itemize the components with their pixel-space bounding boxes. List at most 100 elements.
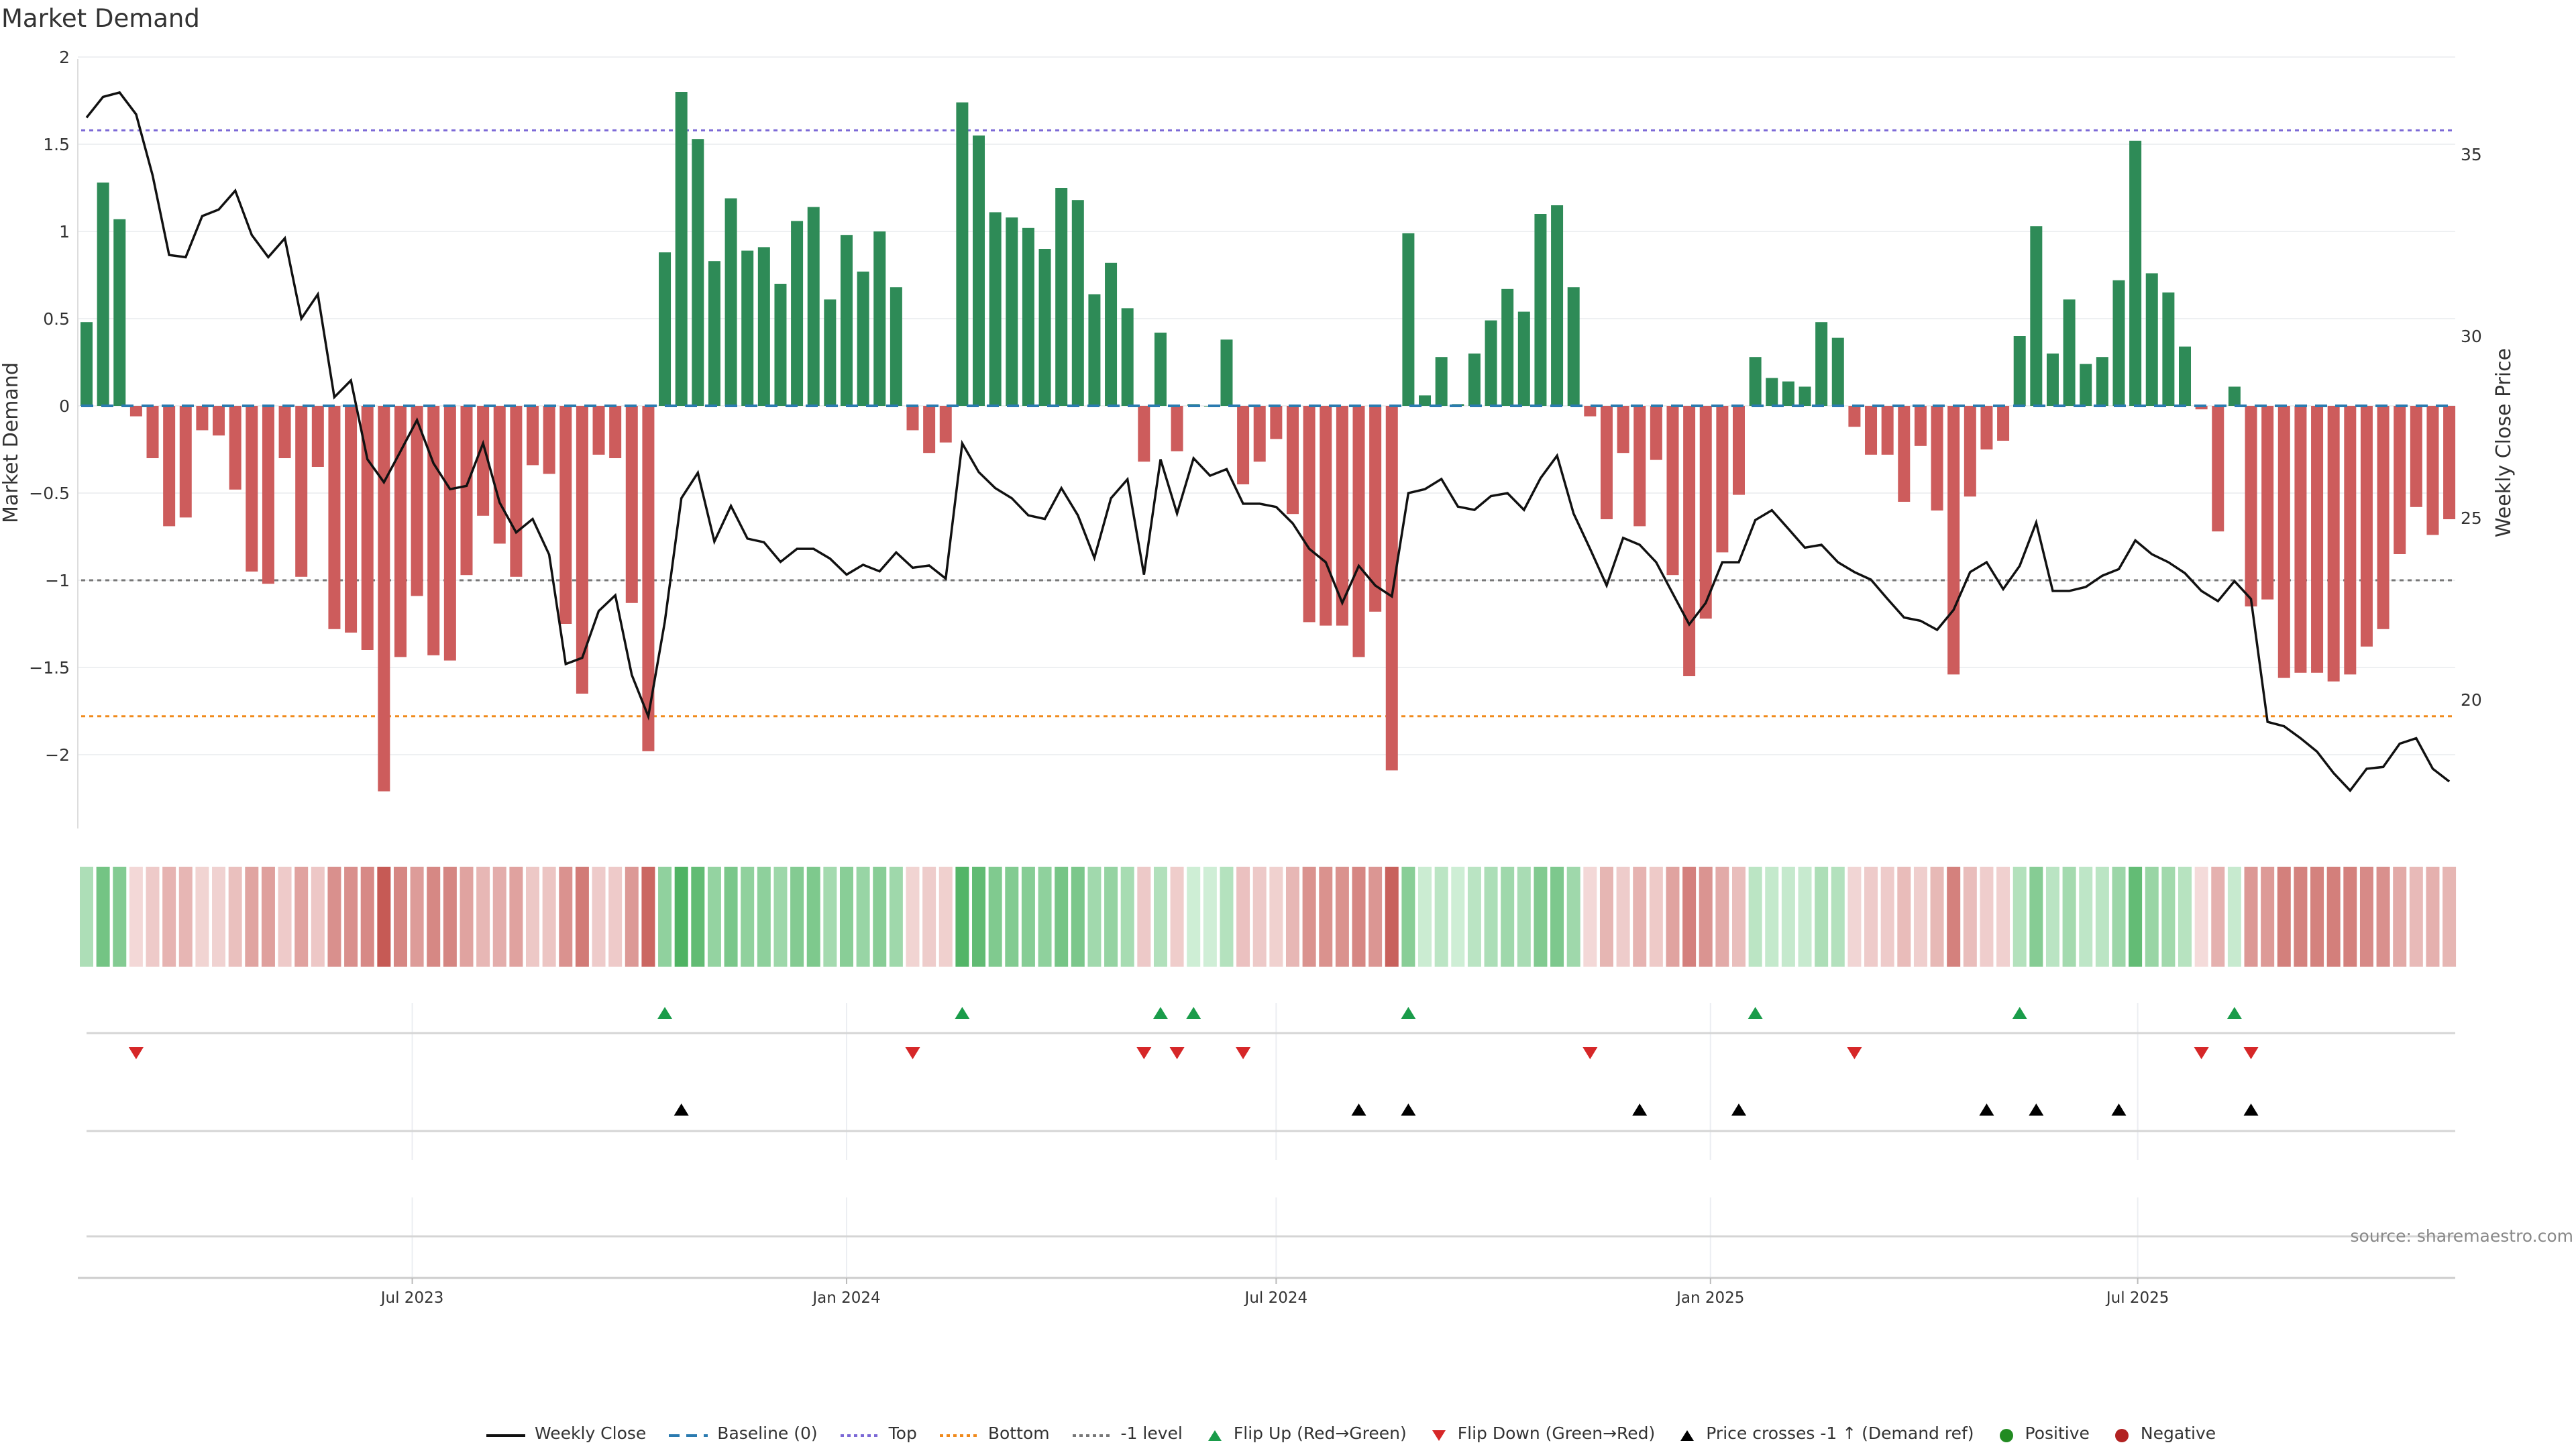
heat-cell: [1187, 867, 1201, 967]
heat-cell: [212, 867, 226, 967]
heat-cell: [311, 867, 325, 967]
heat-cell: [1980, 867, 1994, 967]
positive-bar: [1782, 381, 1794, 406]
negative-bar: [1385, 406, 1398, 771]
heat-cell: [2227, 867, 2241, 967]
negative-bar: [163, 406, 176, 527]
heat-cell: [1368, 867, 1383, 967]
legend-dot-icon: [1072, 1427, 1112, 1440]
heat-cell: [80, 867, 93, 967]
heat-cell: [1352, 867, 1366, 967]
heat-cell: [1252, 867, 1267, 967]
negative-bar: [510, 406, 523, 577]
heat-cell: [1633, 867, 1647, 967]
heat-cell: [1913, 867, 1927, 967]
flip-down-marker: [128, 1047, 144, 1059]
heat-cell: [873, 867, 887, 967]
heat-cell: [1236, 867, 1250, 967]
left-tick-label: 0.5: [43, 309, 70, 329]
heat-cell: [1930, 867, 1944, 967]
legend-label: Positive: [2025, 1424, 2090, 1443]
negative-bar: [411, 406, 423, 596]
x-tick-label: Jan 2025: [1675, 1289, 1744, 1307]
negative-bar: [1633, 406, 1646, 527]
negative-bar: [576, 406, 588, 694]
negative-bar: [939, 406, 952, 443]
positive-bar: [890, 287, 902, 406]
negative-bar: [1286, 406, 1299, 515]
negative-bar: [328, 406, 341, 629]
negative-bar: [1733, 406, 1745, 495]
heat-cell: [2443, 867, 2457, 967]
heat-cell: [2194, 867, 2208, 967]
heat-cell: [294, 867, 309, 967]
heat-cell: [1815, 867, 1829, 967]
positive-bar: [1831, 337, 1844, 406]
negative-bar: [1931, 406, 1943, 511]
negative-bar: [460, 406, 473, 576]
negative-bar: [213, 406, 225, 436]
legend-label: Weekly Close: [535, 1424, 647, 1443]
negative-bar: [2327, 406, 2340, 682]
legend-tri-up-icon: [1205, 1427, 1224, 1441]
legend: Weekly Close Baseline (0) Top Bottom -1 leve…: [486, 1424, 2239, 1443]
heat-cell: [1071, 867, 1085, 967]
demand-heat-strip: [80, 867, 2457, 967]
heat-cell: [1715, 867, 1729, 967]
heat-cell: [2426, 867, 2440, 967]
negative-bar: [1964, 406, 1976, 497]
heat-cell: [1947, 867, 1961, 967]
negative-bar: [1171, 406, 1183, 451]
heat-cell: [492, 867, 506, 967]
legend-dot-icon: [939, 1427, 979, 1440]
positive-bar: [659, 252, 672, 406]
heat-cell: [1203, 867, 1217, 967]
legend-label: Flip Up (Red→Green): [1233, 1424, 1407, 1443]
source-label: source: sharemaestro.com: [2351, 1226, 2574, 1246]
heat-cell: [1319, 867, 1333, 967]
heat-cell: [2310, 867, 2324, 967]
reference-lines: [81, 129, 2455, 718]
negative-bar: [2410, 406, 2422, 507]
heat-cell: [2079, 867, 2093, 967]
heat-cell: [1038, 867, 1052, 967]
price-cross-marker: [1401, 1104, 1416, 1116]
positive-bar: [80, 322, 93, 406]
heat-cell: [1996, 867, 2010, 967]
legend-item: Positive: [1997, 1424, 2090, 1443]
legend-circle-icon: [1997, 1427, 2016, 1442]
heat-cell: [542, 867, 556, 967]
flip-down-marker: [1236, 1047, 1251, 1059]
heat-cell: [344, 867, 358, 967]
negative-bar: [493, 406, 506, 544]
heat-cell: [938, 867, 953, 967]
heat-cell: [2062, 867, 2076, 967]
negative-bar: [1865, 406, 1878, 455]
heat-cell: [790, 867, 804, 967]
negative-bar: [609, 406, 622, 458]
price-cross-marker: [1979, 1104, 1994, 1116]
heat-cell: [1798, 867, 1812, 967]
heat-cell: [245, 867, 259, 967]
heat-cell: [1401, 867, 1415, 967]
positive-bar: [1815, 322, 1828, 406]
positive-bar: [2063, 299, 2076, 406]
positive-bar: [857, 271, 869, 406]
heat-cell: [1501, 867, 1515, 967]
heat-cell: [443, 867, 457, 967]
negative-bar: [129, 406, 142, 417]
positive-bar: [1055, 188, 1068, 406]
positive-bar: [1071, 200, 1084, 406]
heat-cell: [2294, 867, 2308, 967]
heat-cell: [1467, 867, 1481, 967]
heat-cell: [1550, 867, 1564, 967]
right-tick-label: 30: [2461, 327, 2482, 346]
heat-cell: [955, 867, 969, 967]
heat-cell: [1170, 867, 1184, 967]
heat-cell: [129, 867, 143, 967]
heat-cell: [575, 867, 589, 967]
legend-line-icon: [486, 1427, 525, 1440]
negative-bar: [1584, 406, 1597, 417]
positive-bar: [774, 284, 787, 406]
heat-cell: [1583, 867, 1597, 967]
